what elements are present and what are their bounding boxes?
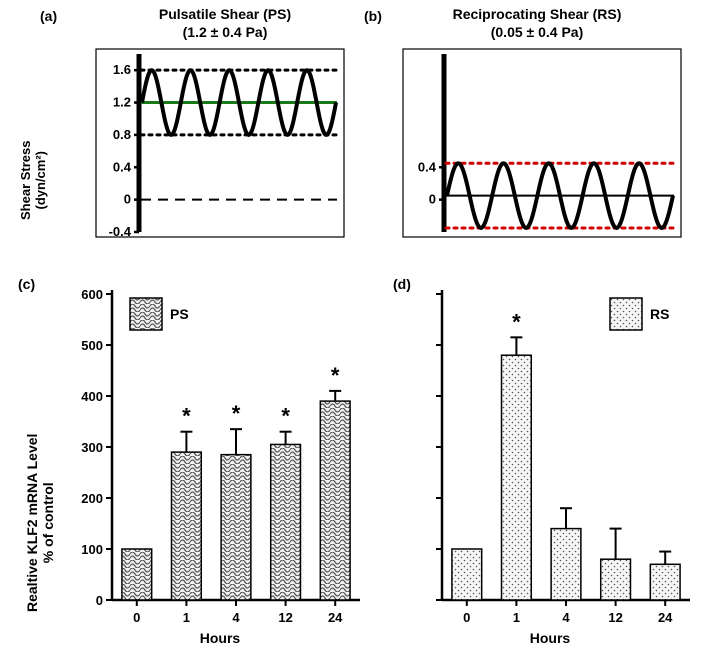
svg-text:PS: PS — [170, 306, 189, 322]
panel-a-title: Pulsatile Shear (PS) — [95, 6, 355, 22]
svg-text:600: 600 — [81, 287, 103, 302]
svg-text:0: 0 — [124, 192, 131, 207]
panel-a-chart: -0.4 0 0.4 0.8 1.2 1.6 — [95, 48, 345, 238]
panel-c: (c) Realtive KLF2 mRNA Level % of contro… — [0, 272, 380, 654]
svg-text:4: 4 — [232, 610, 240, 625]
panel-b-label: (b) — [364, 8, 382, 24]
panel-a-ylabel: Shear Stress (dyn/cm²) — [18, 141, 48, 221]
svg-text:RS: RS — [650, 306, 669, 322]
svg-text:-0.4: -0.4 — [109, 224, 132, 238]
panel-c-label: (c) — [18, 276, 35, 292]
panel-a: (a) Pulsatile Shear (PS) (1.2 ± 0.4 Pa) … — [0, 0, 352, 260]
svg-text:*: * — [512, 309, 521, 334]
svg-text:200: 200 — [81, 491, 103, 506]
panel-a-label: (a) — [40, 8, 57, 24]
svg-text:*: * — [281, 404, 290, 429]
svg-text:500: 500 — [81, 338, 103, 353]
panel-d-chart: 0 * 1 4 12 24 RS — [400, 280, 700, 630]
svg-text:24: 24 — [658, 610, 673, 625]
svg-text:100: 100 — [81, 542, 103, 557]
svg-text:24: 24 — [328, 610, 343, 625]
svg-text:300: 300 — [81, 440, 103, 455]
panel-d: (d) 0*141224RS Hours — [385, 272, 704, 654]
panel-a-subtitle: (1.2 ± 0.4 Pa) — [95, 24, 355, 40]
svg-text:0: 0 — [463, 610, 470, 625]
svg-text:0.8: 0.8 — [113, 127, 131, 142]
svg-text:0: 0 — [133, 610, 140, 625]
panel-c-ylabel-2: % of control — [40, 434, 56, 612]
panel-a-ylabel-2: (dyn/cm²) — [33, 141, 48, 221]
svg-text:1.6: 1.6 — [113, 62, 131, 77]
svg-text:*: * — [331, 363, 340, 388]
svg-text:1.2: 1.2 — [113, 95, 131, 110]
svg-text:*: * — [232, 401, 241, 426]
panel-a-ylabel-1: Shear Stress — [18, 141, 33, 221]
panel-b-chart: 00.4 — [402, 48, 682, 238]
svg-text:400: 400 — [81, 389, 103, 404]
panel-b: (b) Reciprocating Shear (RS) (0.05 ± 0.4… — [352, 0, 704, 260]
svg-text:1: 1 — [183, 610, 190, 625]
svg-text:12: 12 — [608, 610, 622, 625]
svg-text:0.4: 0.4 — [418, 159, 437, 174]
svg-text:0.4: 0.4 — [113, 159, 132, 174]
panel-c-chart: 0 100 200 300 400 500 600 0 * 1 * 4 * 12 * 24 PS — [70, 280, 370, 630]
panel-b-subtitle: (0.05 ± 0.4 Pa) — [392, 24, 682, 40]
svg-text:0: 0 — [96, 593, 103, 608]
svg-text:*: * — [182, 404, 191, 429]
panel-b-title: Reciprocating Shear (RS) — [392, 6, 682, 22]
svg-text:4: 4 — [562, 610, 570, 625]
panel-d-xlabel: Hours — [400, 630, 700, 646]
svg-text:0: 0 — [429, 192, 436, 207]
panel-c-ylabel-1: Realtive KLF2 mRNA Level — [24, 434, 40, 612]
svg-text:1: 1 — [513, 610, 520, 625]
svg-text:12: 12 — [278, 610, 292, 625]
panel-c-xlabel: Hours — [70, 630, 370, 646]
panel-c-ylabel: Realtive KLF2 mRNA Level % of control — [24, 434, 56, 612]
